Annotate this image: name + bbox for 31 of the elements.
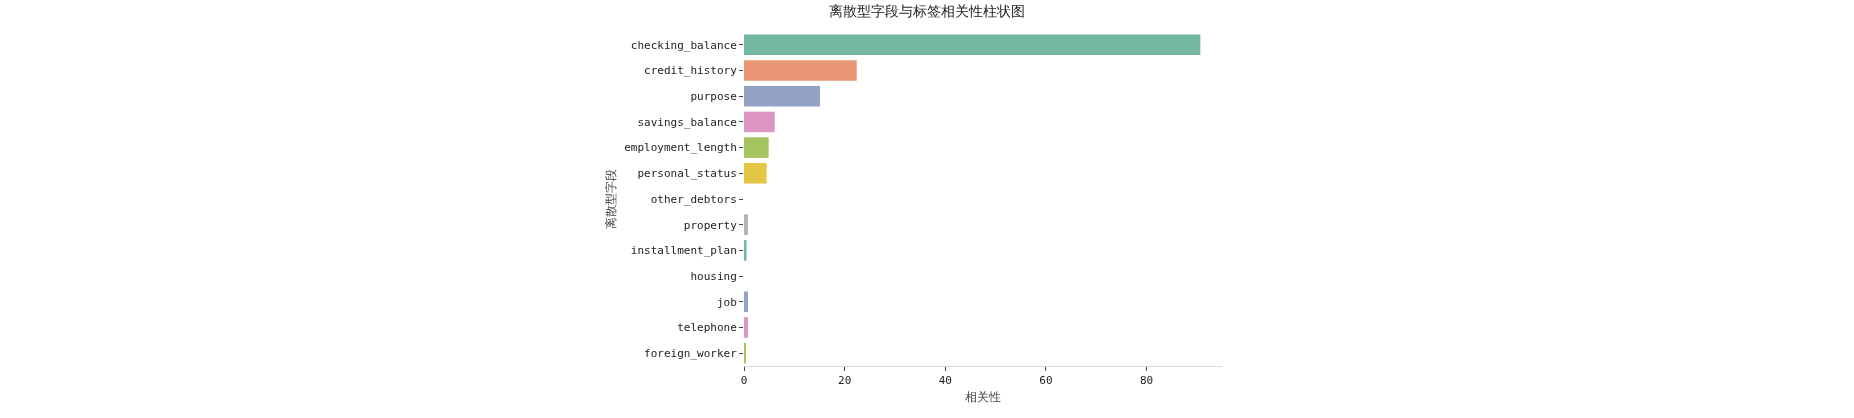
y-tick-label: job <box>716 295 737 309</box>
y-axis-title: 离散型字段 <box>603 169 618 229</box>
x-axis-title: 相关性 <box>965 390 1001 405</box>
y-tick-label: property <box>683 218 738 232</box>
bar <box>744 111 775 133</box>
y-tick-label: housing <box>690 269 737 283</box>
y-tick-label: other_debtors <box>650 192 737 206</box>
y-tick-label: personal_status <box>637 167 737 181</box>
y-tick-label: telephone <box>677 321 737 335</box>
bar <box>744 317 749 338</box>
bar <box>744 291 749 313</box>
bar <box>744 60 857 81</box>
x-tick-label: 20 <box>838 374 852 388</box>
bar <box>744 163 767 184</box>
y-tick-label: employment_length <box>624 141 737 155</box>
bar <box>744 34 1201 56</box>
y-tick-label: credit_history <box>644 64 738 78</box>
y-tick-label: foreign_worker <box>644 347 738 360</box>
bar <box>744 137 769 158</box>
chart-title: 离散型字段与标签相关性柱状图 <box>829 3 1025 20</box>
y-tick-label: installment_plan <box>630 244 737 258</box>
bar <box>744 214 749 235</box>
x-tick-label: 80 <box>1139 374 1154 388</box>
bar <box>744 85 820 107</box>
x-tick-label: 60 <box>1039 374 1053 388</box>
bar <box>744 240 747 261</box>
y-tick-label: purpose <box>690 90 737 104</box>
x-tick-label: 0 <box>740 374 748 388</box>
y-tick-label: checking_balance <box>630 38 737 52</box>
y-tick-label: savings_balance <box>637 115 737 129</box>
x-tick-label: 40 <box>938 374 952 388</box>
